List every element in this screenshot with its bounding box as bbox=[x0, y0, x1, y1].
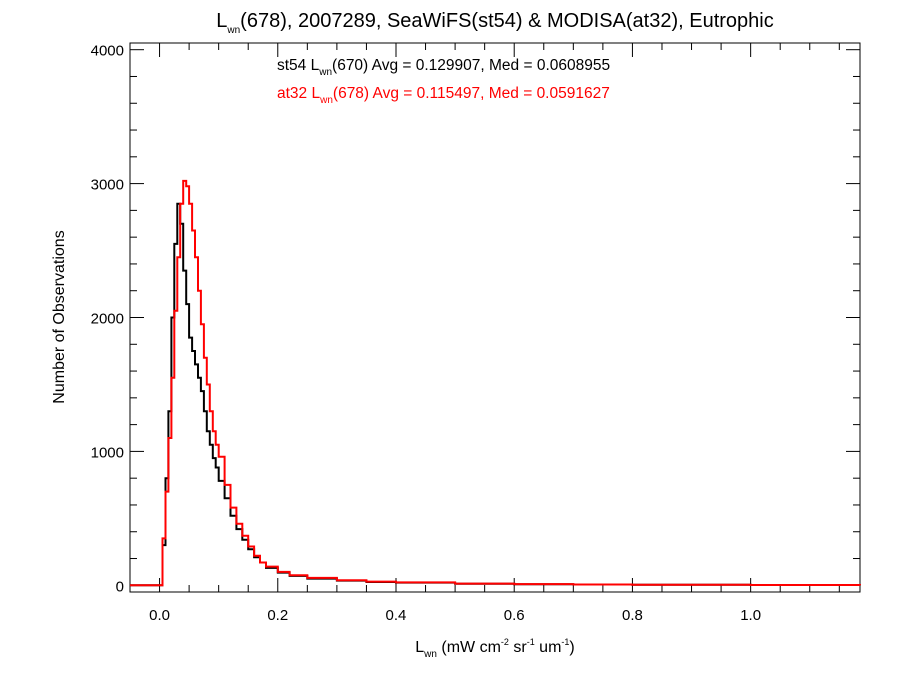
y-tick-label: 4000 bbox=[91, 43, 124, 60]
y-tick-label: 1000 bbox=[91, 444, 124, 461]
chart-title: Lwn(678), 2007289, SeaWiFS(st54) & MODIS… bbox=[216, 10, 774, 36]
x-tick-labels: 0.0 0.2 0.4 0.6 0.8 1.0 bbox=[149, 607, 761, 624]
y-tick-label: 0 bbox=[116, 578, 124, 595]
series-at32-line bbox=[130, 179, 861, 587]
x-axis-label: Lwn (mW cm-2 sr-1 um-1) bbox=[415, 637, 575, 660]
x-tick-label: 0.8 bbox=[622, 607, 643, 624]
annotation-st54: st54 Lwn(670) Avg = 0.129907, Med = 0.06… bbox=[277, 57, 610, 78]
y-tick-label: 3000 bbox=[91, 177, 124, 194]
y-tick-label: 2000 bbox=[91, 311, 124, 328]
annotation-at32: at32 Lwn(678) Avg = 0.115497, Med = 0.05… bbox=[277, 85, 610, 106]
series-st54-line bbox=[130, 202, 861, 587]
x-tick-label: 1.0 bbox=[740, 607, 761, 624]
y-tick-labels: 0 1000 2000 3000 4000 bbox=[91, 43, 124, 596]
x-tick-label: 0.4 bbox=[386, 607, 407, 624]
x-tick-label: 0.6 bbox=[504, 607, 525, 624]
axis-ticks bbox=[129, 43, 860, 592]
y-axis-label: Number of Observations bbox=[51, 230, 68, 403]
x-tick-label: 0.2 bbox=[267, 607, 288, 624]
plot-frame bbox=[129, 42, 861, 593]
x-tick-label: 0.0 bbox=[149, 607, 170, 624]
